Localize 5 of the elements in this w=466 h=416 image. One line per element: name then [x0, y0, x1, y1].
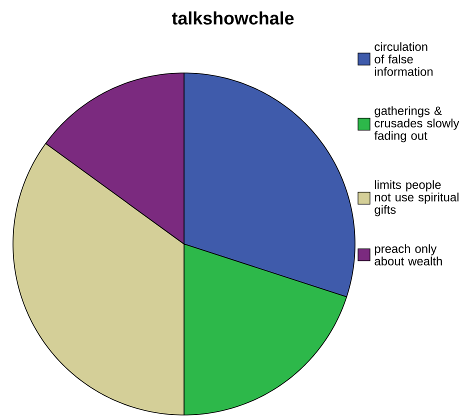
legend-label: preach only about wealth: [374, 244, 442, 266]
chart-title: talkshowchale: [172, 11, 294, 25]
legend-label: gatherings & crusades slowly fading out: [374, 106, 460, 142]
legend-label: limits people not use spiritual gifts: [374, 180, 458, 216]
legend-label: circulation of false information: [374, 42, 433, 76]
